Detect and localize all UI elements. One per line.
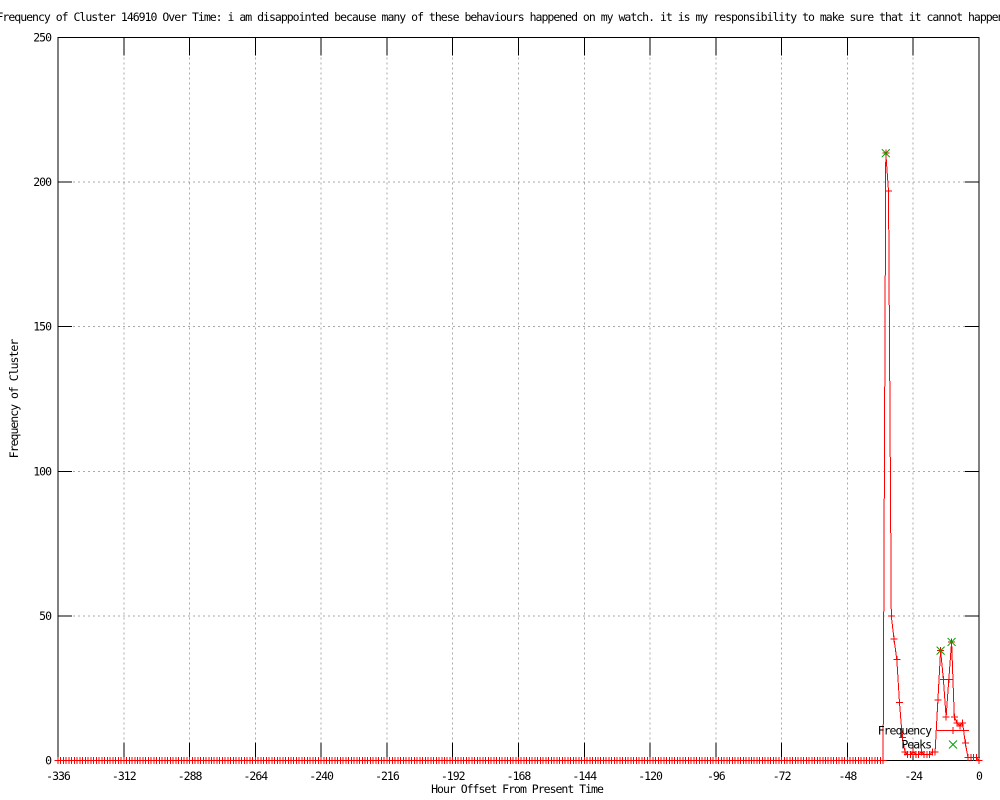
x-tick-label: -288 (178, 769, 203, 783)
y-tick-label: 0 (45, 754, 52, 768)
y-axis-label: Frequency of Cluster (7, 339, 21, 459)
x-tick-label: -240 (309, 769, 334, 783)
x-tick-label: -168 (507, 769, 532, 783)
x-tick-label: -72 (773, 769, 791, 783)
x-tick-label: -264 (244, 769, 269, 783)
x-tick-label: 0 (976, 769, 983, 783)
data-series (54, 148, 983, 764)
legend-label-frequency: Frequency (878, 724, 932, 738)
y-tick-label: 250 (33, 31, 52, 45)
x-tick-label: -192 (441, 769, 465, 783)
x-tick-label: -24 (904, 769, 923, 783)
legend-label-peaks: Peaks (901, 738, 931, 752)
x-tick-label: -312 (112, 769, 136, 783)
x-tick-label: -48 (839, 769, 858, 783)
x-tick-label: -96 (707, 769, 726, 783)
x-tick-label: -144 (572, 769, 597, 783)
y-tick-label: 50 (39, 609, 52, 623)
x-tick-label: -336 (46, 769, 71, 783)
y-tick-label: 100 (33, 464, 52, 478)
gridlines (57, 37, 980, 761)
y-tick-label: 150 (33, 320, 52, 334)
x-axis-label: Hour Offset From Present Time (431, 782, 604, 796)
chart-title: Frequency of Cluster 146910 Over Time: i… (0, 10, 1000, 24)
y-tick-label: 200 (33, 175, 52, 189)
axis-tick-labels: -336 -312 -288 -264 -240 -216 -192 -168 -144 -120… (33, 31, 984, 784)
x-tick-label: -120 (638, 769, 663, 783)
x-tick-label: -216 (375, 769, 400, 783)
